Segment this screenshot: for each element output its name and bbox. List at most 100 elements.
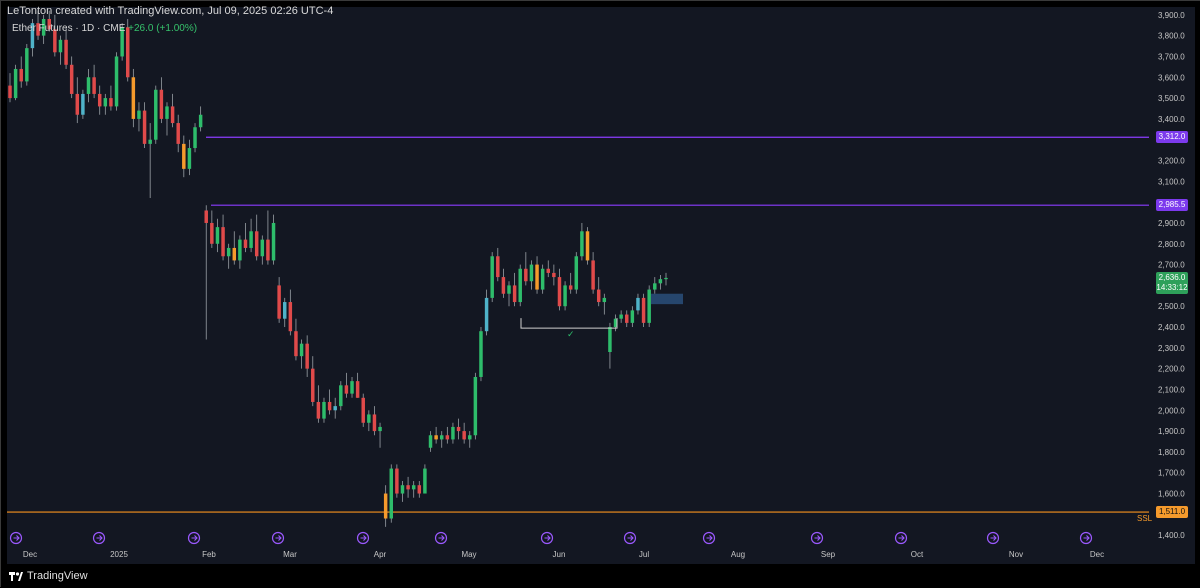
price-tick-label: 2,000.0 [1158,406,1185,415]
candle [294,318,298,361]
price-tick-label: 2,100.0 [1158,385,1185,394]
candle [154,85,158,144]
price-tick-label: 1,400.0 [1158,531,1185,540]
event-arrow-icon[interactable] [986,531,1000,545]
price-tick-label: 3,600.0 [1158,73,1185,82]
candle [378,422,382,448]
candle [344,372,349,398]
candle [97,85,102,115]
price-tick-label: 3,100.0 [1158,177,1185,186]
event-arrow-icon[interactable] [271,531,285,545]
current-price-label: 2,636.0 14:33:12 [1156,271,1188,294]
candle [53,14,57,57]
price-tick-label: 1,600.0 [1158,490,1185,499]
candle [13,64,18,101]
candle [69,56,74,99]
candle [591,252,595,294]
candle [193,123,197,153]
symbol-name[interactable]: Ether Futures · 1D · CME [12,23,126,34]
event-arrow-icon[interactable] [434,531,448,545]
candle [159,77,164,124]
candle [411,481,416,498]
price-tick-label: 3,900.0 [1158,11,1185,20]
candle [647,285,651,328]
candle [479,327,483,382]
candle [19,56,23,88]
candle [445,426,450,444]
candle [524,252,528,286]
candle [41,14,46,44]
event-arrow-icon[interactable] [187,531,201,545]
event-arrow-icon[interactable] [623,531,637,545]
event-arrow-icon[interactable] [92,531,106,545]
candle [417,481,422,498]
symbol-info[interactable]: Ether Futures · 1D · CME +26.0 (+1.00%) [12,23,197,34]
candle [47,10,51,32]
event-arrow-icon[interactable] [356,531,370,545]
candle [114,52,119,111]
candle [557,268,562,311]
price-tick-label: 3,200.0 [1158,157,1185,166]
chart-credit: LeTonton created with TradingView.com, J… [7,5,334,17]
event-arrow-icon[interactable] [540,531,554,545]
candle [316,385,321,423]
candle [451,422,455,444]
event-arrow-icon[interactable] [1079,531,1093,545]
tradingview-brand[interactable]: TradingView [9,570,88,582]
candle [658,275,663,290]
time-tick-label: Jun [553,550,566,559]
order-block-zone[interactable] [651,293,683,305]
candle [664,272,668,286]
candle [580,222,584,261]
price-tick-label: 2,800.0 [1158,240,1185,249]
candle [501,268,506,298]
event-arrow-icon[interactable] [9,531,23,545]
candle [496,247,500,282]
time-tick-label: Sep [821,550,836,559]
time-tick-label: Aug [731,550,745,559]
price-change: +26.0 (+1.00%) [128,23,198,34]
candle [507,281,511,307]
price-tick-label: 2,400.0 [1158,323,1185,332]
candle [288,289,293,336]
candle [8,73,12,103]
price-tick-label: 2,900.0 [1158,219,1185,228]
candle [535,256,539,294]
candle [282,297,287,328]
price-tick-label: 2,500.0 [1158,302,1185,311]
candle [215,218,220,253]
ssl-tag: SSL [1137,514,1153,524]
price-tick-label: 2,200.0 [1158,365,1185,374]
price-tick-label: 2,700.0 [1158,261,1185,270]
candle [299,339,304,369]
candle [198,106,203,132]
candle [109,85,113,111]
candle [204,205,208,340]
candle [529,260,534,290]
candle [254,214,259,261]
price-tick-label: 1,800.0 [1158,448,1185,457]
price-tick-label: 3,400.0 [1158,115,1185,124]
candle [75,77,80,124]
event-arrow-icon[interactable] [702,531,716,545]
candle [512,272,517,307]
candle [64,27,68,69]
candle [574,252,579,294]
time-axis[interactable] [7,544,1195,564]
candle [636,293,640,315]
time-tick-label: Feb [202,550,216,559]
candle [25,43,29,86]
price-tick-label: 1,900.0 [1158,427,1185,436]
event-arrow-icon[interactable] [810,531,824,545]
upper-level-price-label: 3,312.0 [1156,131,1188,144]
candle [243,222,248,253]
candle [148,123,152,198]
range-low-bracket [520,318,618,329]
candle [226,243,231,269]
event-arrow-icon[interactable] [894,531,908,545]
candle [333,397,337,419]
candle [277,277,281,323]
time-tick-label: Nov [1009,550,1023,559]
candle [468,431,472,448]
